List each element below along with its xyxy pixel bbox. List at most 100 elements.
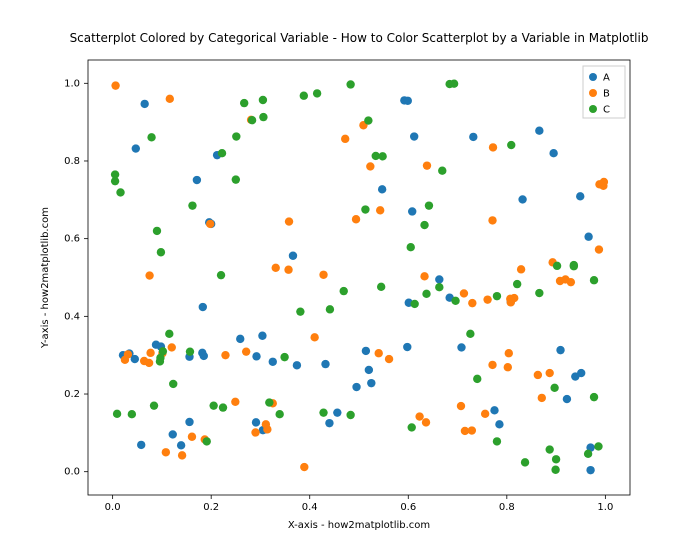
scatter-point xyxy=(600,178,608,186)
scatter-point xyxy=(111,170,119,178)
scatter-point xyxy=(408,207,416,215)
scatter-point xyxy=(584,450,592,458)
scatter-point xyxy=(289,252,297,260)
scatter-point xyxy=(364,116,372,124)
scatter-point xyxy=(193,176,201,184)
scatter-point xyxy=(206,220,214,228)
scatter-point xyxy=(232,175,240,183)
scatter-point xyxy=(145,271,153,279)
scatter-point xyxy=(352,383,360,391)
scatter-point xyxy=(326,305,334,313)
scatter-point xyxy=(313,89,321,97)
scatter-point xyxy=(365,366,373,374)
y-tick-label: 0.0 xyxy=(64,467,80,478)
scatter-point xyxy=(423,161,431,169)
scatter-point xyxy=(209,401,217,409)
scatter-point xyxy=(518,195,526,203)
scatter-point xyxy=(469,133,477,141)
scatter-point xyxy=(132,144,140,152)
scatter-point xyxy=(534,371,542,379)
scatter-point xyxy=(435,283,443,291)
scatter-point xyxy=(169,430,177,438)
legend-marker xyxy=(589,73,597,81)
scatter-point xyxy=(505,349,513,357)
scatter-point xyxy=(169,380,177,388)
scatter-point xyxy=(460,289,468,297)
x-tick-label: 0.8 xyxy=(499,502,515,513)
scatter-point xyxy=(410,132,418,140)
y-axis-label: Y-axis - how2matplotlib.com xyxy=(40,207,51,349)
scatter-point xyxy=(590,276,598,284)
scatter-point xyxy=(570,262,578,270)
scatter-point xyxy=(140,357,148,365)
scatter-point xyxy=(236,335,244,343)
scatter-point xyxy=(218,149,226,157)
scatter-point xyxy=(553,262,561,270)
scatter-point xyxy=(493,437,501,445)
scatter-point xyxy=(451,297,459,305)
scatter-point xyxy=(272,264,280,272)
scatter-point xyxy=(285,217,293,225)
scatter-point xyxy=(438,166,446,174)
scatter-point xyxy=(507,141,515,149)
x-tick-label: 1.0 xyxy=(597,502,613,513)
scatter-point xyxy=(265,398,273,406)
scatter-point xyxy=(549,149,557,157)
scatter-point xyxy=(252,352,260,360)
scatter-point xyxy=(552,455,560,463)
scatter-point xyxy=(157,248,165,256)
scatter-point xyxy=(372,152,380,160)
scatter-point xyxy=(166,95,174,103)
scatter-point xyxy=(258,332,266,340)
scatter-point xyxy=(137,441,145,449)
scatter-point xyxy=(538,394,546,402)
scatter-point xyxy=(203,437,211,445)
scatter-point xyxy=(199,303,207,311)
legend-label: C xyxy=(603,105,610,116)
scatter-point xyxy=(422,418,430,426)
scatter-point xyxy=(269,358,277,366)
scatter-point xyxy=(545,369,553,377)
y-tick-label: 0.6 xyxy=(64,234,80,245)
scatter-point xyxy=(535,126,543,134)
scatter-point xyxy=(341,135,349,143)
scatter-point xyxy=(408,423,416,431)
scatter-point xyxy=(111,81,119,89)
scatter-point xyxy=(466,330,474,338)
legend-label: B xyxy=(603,89,610,100)
scatter-point xyxy=(296,307,304,315)
scatter-point xyxy=(545,445,553,453)
scatter-point xyxy=(232,132,240,140)
scatter-chart: 0.00.20.40.60.81.00.00.20.40.60.81.0X-ax… xyxy=(0,0,700,560)
scatter-point xyxy=(400,96,408,104)
scatter-point xyxy=(489,143,497,151)
scatter-point xyxy=(217,271,225,279)
scatter-point xyxy=(231,398,239,406)
scatter-point xyxy=(385,355,393,363)
scatter-point xyxy=(473,375,481,383)
scatter-point xyxy=(319,408,327,416)
scatter-point xyxy=(150,401,158,409)
scatter-point xyxy=(352,215,360,223)
scatter-point xyxy=(240,99,248,107)
scatter-point xyxy=(376,206,384,214)
scatter-point xyxy=(488,216,496,224)
scatter-point xyxy=(153,227,161,235)
scatter-point xyxy=(571,372,579,380)
scatter-point xyxy=(221,351,229,359)
x-tick-label: 0.4 xyxy=(302,502,318,513)
scatter-point xyxy=(131,355,139,363)
scatter-point xyxy=(550,384,558,392)
scatter-point xyxy=(407,243,415,251)
scatter-point xyxy=(422,290,430,298)
scatter-point xyxy=(275,410,283,418)
scatter-point xyxy=(152,340,160,348)
scatter-point xyxy=(378,185,386,193)
y-tick-label: 0.2 xyxy=(64,389,80,400)
scatter-point xyxy=(481,410,489,418)
legend-label: A xyxy=(603,73,610,84)
scatter-point xyxy=(219,403,227,411)
scatter-point xyxy=(346,80,354,88)
scatter-point xyxy=(375,349,383,357)
scatter-point xyxy=(495,420,503,428)
